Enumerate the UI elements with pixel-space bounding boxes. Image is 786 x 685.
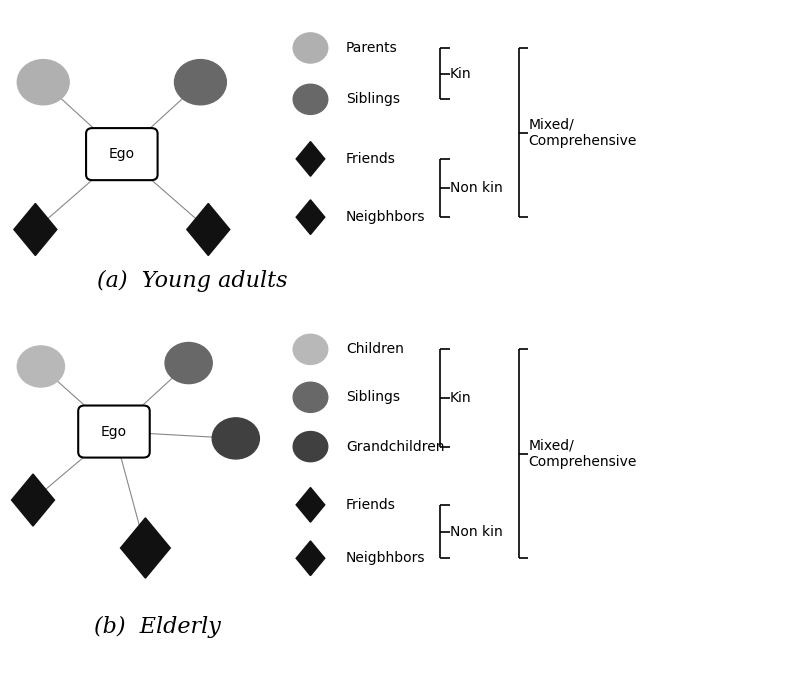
Polygon shape [187, 203, 230, 256]
Polygon shape [296, 541, 325, 575]
Circle shape [293, 334, 328, 364]
Polygon shape [296, 142, 325, 176]
Circle shape [212, 418, 259, 459]
Circle shape [293, 382, 328, 412]
Polygon shape [14, 203, 57, 256]
Circle shape [174, 60, 226, 105]
Text: Grandchildren: Grandchildren [346, 440, 444, 453]
Text: Siblings: Siblings [346, 390, 400, 404]
Text: (a)  Young adults: (a) Young adults [97, 270, 288, 292]
Circle shape [17, 60, 69, 105]
Text: Parents: Parents [346, 41, 398, 55]
Text: Neigbhbors: Neigbhbors [346, 551, 425, 565]
Polygon shape [296, 200, 325, 234]
Text: Friends: Friends [346, 498, 395, 512]
Text: Ego: Ego [101, 425, 127, 438]
Polygon shape [296, 488, 325, 522]
Polygon shape [120, 518, 171, 578]
FancyBboxPatch shape [86, 128, 157, 180]
FancyBboxPatch shape [78, 406, 149, 458]
Text: Siblings: Siblings [346, 92, 400, 106]
Text: Kin: Kin [450, 391, 472, 405]
Circle shape [293, 33, 328, 63]
Text: Children: Children [346, 342, 404, 356]
Text: Mixed/
Comprehensive: Mixed/ Comprehensive [528, 117, 637, 148]
Text: Non kin: Non kin [450, 525, 502, 538]
Text: Mixed/
Comprehensive: Mixed/ Comprehensive [528, 438, 637, 469]
Circle shape [165, 342, 212, 384]
Circle shape [293, 432, 328, 462]
Text: Non kin: Non kin [450, 181, 502, 195]
Text: Neigbhbors: Neigbhbors [346, 210, 425, 224]
Circle shape [17, 346, 64, 387]
Text: Kin: Kin [450, 66, 472, 81]
Circle shape [293, 84, 328, 114]
Text: Ego: Ego [108, 147, 135, 161]
Polygon shape [12, 474, 54, 526]
Text: (b)  Elderly: (b) Elderly [94, 616, 221, 638]
Text: Friends: Friends [346, 152, 395, 166]
